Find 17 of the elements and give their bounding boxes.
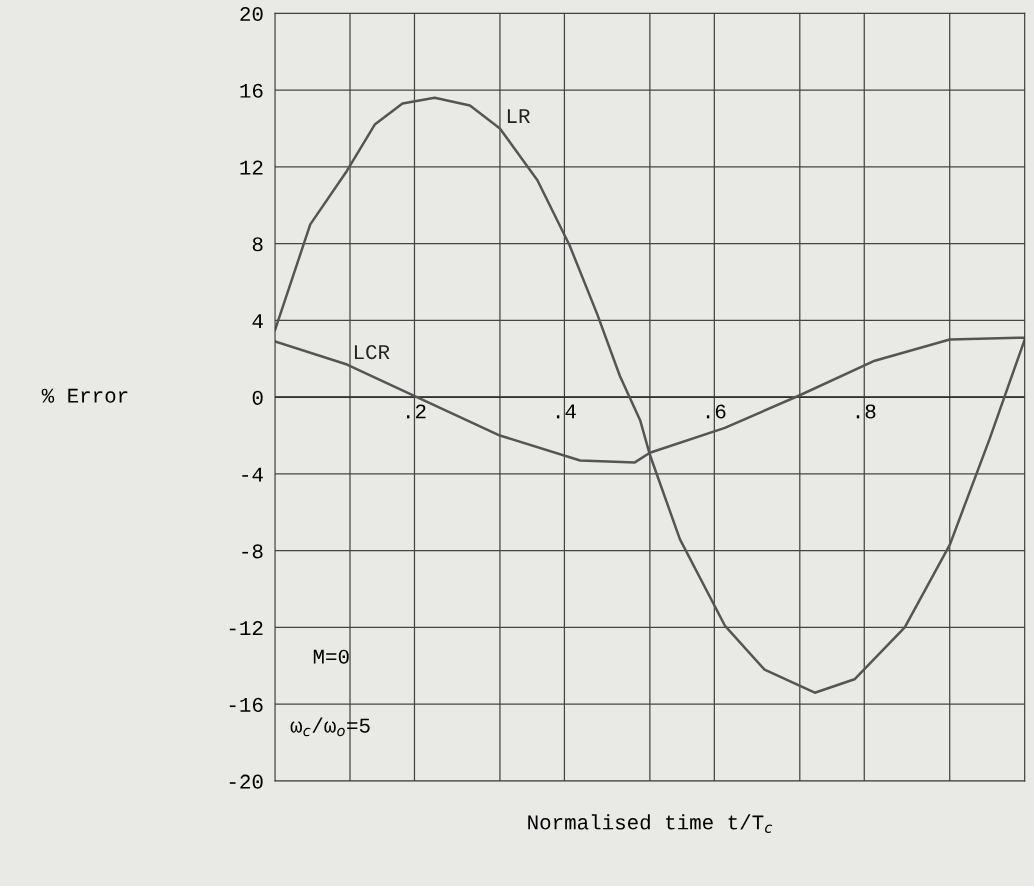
y-tick-label: 4 [252,314,263,328]
y-tick-label: -8 [242,544,263,559]
y-tick-label: -4 [242,467,263,482]
y-tick-label: -20 [229,774,263,789]
series-label: LR [507,109,530,123]
y-tick-label: 20 [240,6,263,22]
y-tick-label: 0 [252,390,263,405]
y-tick-label: -12 [229,621,263,636]
y-axis-title: % Error [41,388,128,403]
annotation: ω$_{c}$/ω$_{o}$=5 [290,717,370,737]
annotation: M=0 [313,649,349,664]
series-label: LCR [354,345,390,360]
x-axis-title: Normalised time t/T$_{c}$ [528,814,773,833]
y-tick-label: 8 [252,237,263,252]
y-tick-label: 16 [240,83,263,98]
y-tick-label: 12 [240,160,263,175]
y-tick-label: -16 [229,697,263,712]
